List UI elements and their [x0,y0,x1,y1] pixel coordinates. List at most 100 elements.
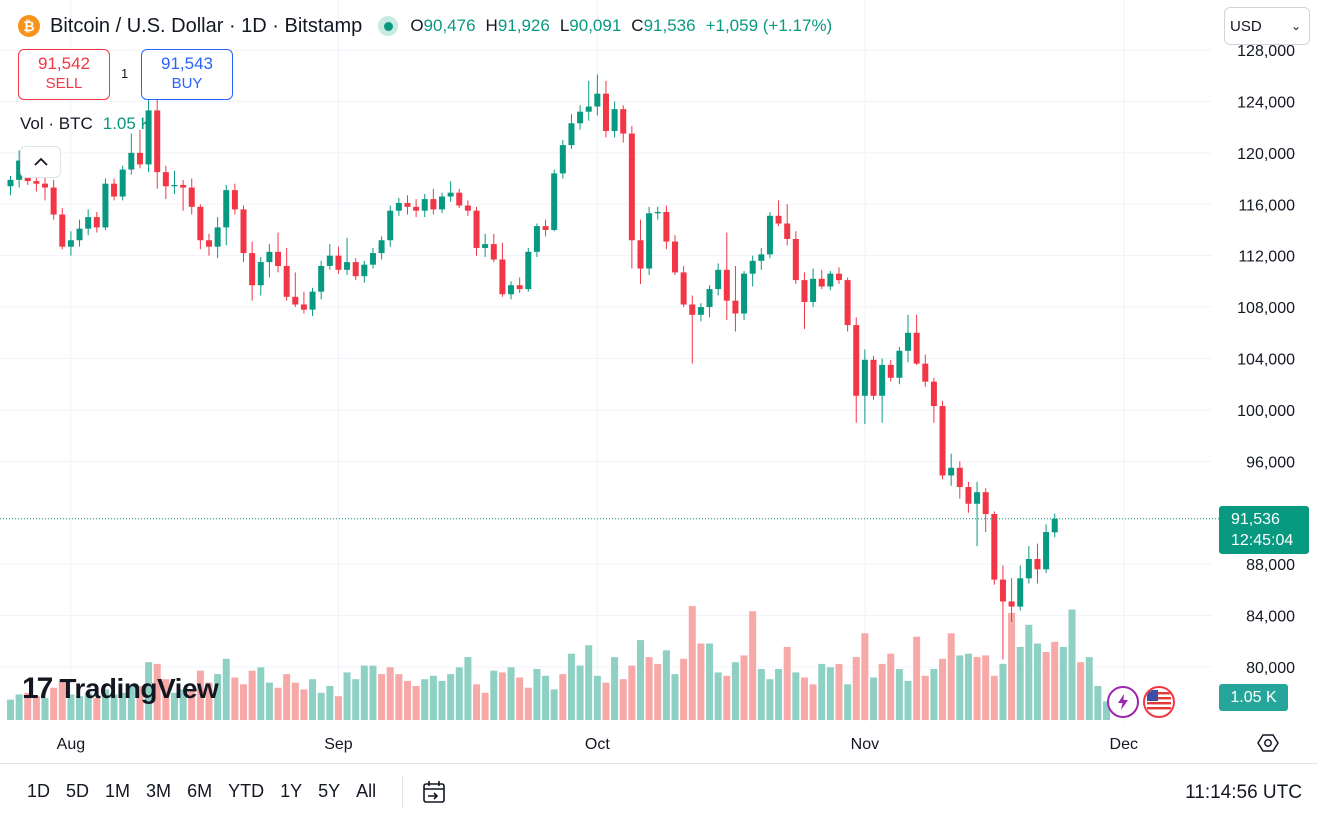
volume-bar [438,680,446,720]
lightning-icon[interactable] [1107,686,1139,718]
candle-body [568,123,575,146]
volume-bar [567,653,575,720]
candle-body [784,223,791,239]
chevron-up-icon [33,157,48,166]
volume-bar [852,657,860,720]
candle-body [344,262,351,270]
spread-value: 1 [121,66,129,81]
candle-body [85,217,92,229]
last-price-label: 91,536 12:45:04 [1219,506,1309,554]
open-label: O [410,16,424,35]
candle-body [637,240,644,269]
range-1m-button[interactable]: 1M [105,781,131,801]
bitcoin-icon[interactable]: ₿ [18,15,40,37]
candle-body [766,215,773,255]
buy-button[interactable]: 91,543 BUY [141,49,233,100]
volume-bar [429,675,437,720]
candle-body [102,183,109,228]
volume-bar [550,689,558,720]
volume-bar [783,646,791,720]
volume-bar [559,674,567,720]
volume-bar [455,667,463,720]
settings-icon[interactable] [1256,731,1280,755]
volume-bar [188,691,196,720]
candle-body [378,240,385,254]
volume-bar [32,696,40,720]
volume-bar [1103,701,1111,720]
candle-body [413,206,420,211]
candle-body [499,259,506,295]
volume-bar [369,665,377,720]
candle-body [879,364,886,396]
symbol-title[interactable]: Bitcoin / U.S. Dollar · 1D · Bitstamp [50,14,363,37]
candle-body [508,285,515,295]
candle-body [697,307,704,315]
volume-bar [524,687,532,720]
sell-button[interactable]: 91,542 SELL [18,49,110,100]
candle-body [335,255,342,270]
candle-body [974,492,981,504]
volume-bar [870,677,877,720]
candle-body [439,196,445,210]
candle-body [361,264,368,277]
volume-bar [1051,641,1059,720]
volume-bar [309,679,317,720]
volume-bar [498,672,506,720]
candle-body [456,192,463,206]
candle-body [741,273,748,314]
volume-bar [861,633,869,720]
price-axis[interactable]: 80,000 84,000 88,000 96,000 100,000 104,000 10… [1237,43,1295,677]
volume-bar [749,611,757,720]
market-open-dot-icon[interactable] [378,16,399,36]
range-6m-button[interactable]: 6M [187,781,213,801]
candle-body [171,184,178,187]
range-ytd-button[interactable]: YTD [228,781,265,801]
price-chart[interactable]: 80,000 84,000 88,000 96,000 100,000 104,000 10… [0,0,1318,763]
candle-body [223,190,230,228]
candle-body [447,192,454,197]
candle-body [283,265,290,297]
range-5d-button[interactable]: 5D [66,781,90,801]
time-axis[interactable]: Aug Sep Oct Nov Dec [57,736,1138,753]
high-value: 91,926 [497,16,550,35]
currency-select[interactable]: USD ⌄ [1224,7,1310,45]
volume-bar [723,675,731,720]
price-tick-label: 96,000 [1246,454,1295,471]
bottom-toolbar: 1D 5D 1M 3M 6M YTD 1Y 5Y All 11:14:56 UT… [0,763,1318,819]
utc-clock[interactable]: 11:14:56 UTC [1185,782,1302,803]
candle-body [214,227,221,247]
buy-price: 91,543 [161,54,213,73]
volume-legend[interactable]: Vol · BTC 1.05 K [20,114,152,134]
range-all-button[interactable]: All [356,781,377,801]
volume-bar [334,696,342,720]
volume-legend-value: 1.05 K [102,114,152,133]
range-1y-button[interactable]: 1Y [280,781,303,801]
volume-bar [403,680,411,720]
candle-body [1008,601,1015,607]
range-5y-button[interactable]: 5Y [318,781,341,801]
candle-body [810,278,817,302]
range-3m-button[interactable]: 3M [146,781,172,801]
candle-body [827,273,834,287]
candle-body [732,300,739,314]
close-label: C [631,16,644,35]
volume-bar [360,665,368,720]
volume-bar [533,669,541,720]
volume-bar [714,672,722,720]
tradingview-logo[interactable]: 17 TradingView [22,672,219,706]
price-tick-label: 108,000 [1237,300,1295,317]
collapse-legend-button[interactable] [20,146,61,178]
us-flag-icon[interactable] [1143,686,1175,718]
range-1d-button[interactable]: 1D [27,781,51,801]
volume-bar [947,633,955,720]
currency-value: USD [1230,17,1262,35]
volume-bar [826,667,834,720]
candle-body [50,187,57,215]
toolbar-divider [402,774,404,809]
candle-body [654,211,661,214]
candle-body [680,272,687,305]
volume-bar [939,658,947,720]
change-value: +1,059 (+1.17%) [705,16,833,35]
volume-bar [7,699,14,720]
calendar-goto-icon[interactable] [419,777,449,807]
